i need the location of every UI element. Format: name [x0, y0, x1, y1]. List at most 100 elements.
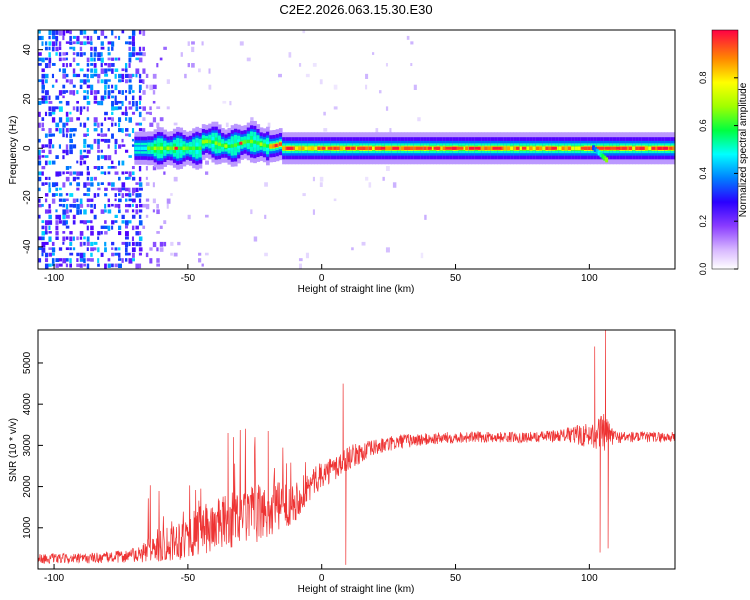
heatmap-cell — [90, 35, 93, 41]
heatmap-cell — [159, 57, 163, 61]
heatmap-cell — [76, 35, 80, 42]
heatmap-cell — [97, 144, 100, 150]
heatmap-cell — [492, 146, 499, 150]
heatmap-cell — [365, 73, 369, 79]
heatmap-cell — [65, 133, 68, 138]
heatmap-cell — [65, 225, 70, 229]
heatmap-cell — [90, 241, 94, 247]
heatmap-cell — [111, 117, 114, 122]
heatmap-cell — [76, 187, 80, 191]
heatmap-cell — [616, 146, 621, 150]
heatmap-cell — [135, 187, 139, 193]
heatmap-cell — [38, 111, 41, 117]
heatmap-cell — [145, 73, 149, 78]
heatmap-cell — [173, 122, 178, 126]
heatmap-cell — [93, 203, 96, 209]
heatmap-cell — [124, 171, 128, 174]
heatmap-cell — [41, 220, 45, 224]
heatmap-cell — [114, 198, 117, 202]
heatmap-cell — [111, 166, 115, 169]
heatmap-cell — [535, 146, 540, 150]
heatmap-cell — [382, 176, 385, 181]
heatmap-cell — [111, 247, 114, 250]
heatmap-cell — [104, 241, 107, 247]
heatmap-cell — [593, 147, 597, 153]
heatmap-cell — [62, 84, 66, 89]
heatmap-cell — [121, 30, 125, 34]
heatmap-cell — [104, 117, 107, 121]
heatmap-cell — [166, 106, 170, 110]
heatmap-cell — [124, 73, 129, 79]
heatmap-cell — [86, 57, 90, 63]
heatmap-cell — [100, 95, 105, 101]
heatmap-cell — [55, 225, 59, 231]
heatmap-cell — [138, 122, 143, 126]
heatmap-cell — [442, 146, 447, 150]
heatmap-cell — [58, 90, 63, 96]
top-y-ticks: -40 -20 0 20 40 — [22, 44, 43, 254]
heatmap-cell — [264, 252, 268, 257]
heatmap-cell — [339, 146, 344, 150]
heatmap-cell — [55, 193, 59, 196]
heatmap-cell — [48, 209, 52, 214]
heatmap-cell — [114, 171, 119, 175]
heatmap-cell — [107, 63, 111, 68]
heatmap-cell — [48, 225, 51, 230]
heatmap-cell — [121, 258, 124, 263]
heatmap-cell — [69, 182, 73, 186]
heatmap-cell — [38, 149, 41, 156]
heatmap-cell — [55, 52, 58, 56]
heatmap-cell — [41, 79, 45, 85]
heatmap-cell — [72, 35, 76, 39]
heatmap-cell — [138, 73, 142, 79]
heatmap-cell — [41, 241, 46, 248]
heatmap-cell — [198, 68, 201, 73]
heatmap-cell — [166, 198, 171, 204]
heatmap-cell — [208, 68, 211, 74]
heatmap-cell — [83, 160, 87, 165]
heatmap-cell — [135, 269, 139, 274]
heatmap-cell — [506, 146, 511, 150]
heatmap-cell — [152, 166, 157, 171]
heatmap-cell — [93, 68, 98, 74]
heatmap-cell — [51, 63, 56, 66]
heatmap-cell — [191, 46, 195, 53]
heatmap-cell — [90, 247, 95, 252]
heatmap-cell — [100, 63, 103, 68]
heatmap-cell — [149, 258, 153, 264]
heatmap-cell — [51, 198, 56, 204]
heatmap-cell — [55, 220, 59, 225]
heatmap-cell — [93, 100, 98, 104]
heatmap-cell — [138, 193, 142, 198]
heatmap-cell — [93, 46, 97, 52]
heatmap-cell — [58, 57, 62, 62]
heatmap-cell — [38, 214, 41, 219]
heatmap-cell — [107, 79, 111, 82]
heatmap-cell — [97, 187, 101, 191]
heatmap-cell — [100, 231, 103, 235]
heatmap-cell — [152, 182, 155, 188]
heatmap-cell — [44, 73, 49, 79]
heatmap-cell — [76, 203, 80, 210]
heatmap-cell — [69, 35, 72, 41]
heatmap-cell — [121, 79, 124, 83]
heatmap-cell — [58, 68, 61, 72]
heatmap-cell — [595, 148, 599, 154]
heatmap-cell — [131, 241, 135, 246]
heatmap-cell — [539, 146, 543, 150]
heatmap-cell — [305, 252, 310, 259]
heatmap-cell — [97, 193, 100, 197]
heatmap-cell — [128, 171, 132, 177]
heatmap-cell — [93, 52, 97, 57]
heatmap-cell — [500, 146, 505, 150]
heatmap-cell — [124, 95, 128, 101]
heatmap-cell — [545, 146, 550, 150]
heatmap-cell — [152, 90, 156, 95]
heatmap-cell — [413, 146, 418, 150]
heatmap-cell — [65, 236, 69, 240]
heatmap-cell — [118, 160, 121, 166]
heatmap-cell — [69, 111, 72, 115]
heatmap-cell — [97, 52, 102, 58]
heatmap-cell — [44, 198, 48, 203]
heatmap-cell — [69, 247, 72, 251]
